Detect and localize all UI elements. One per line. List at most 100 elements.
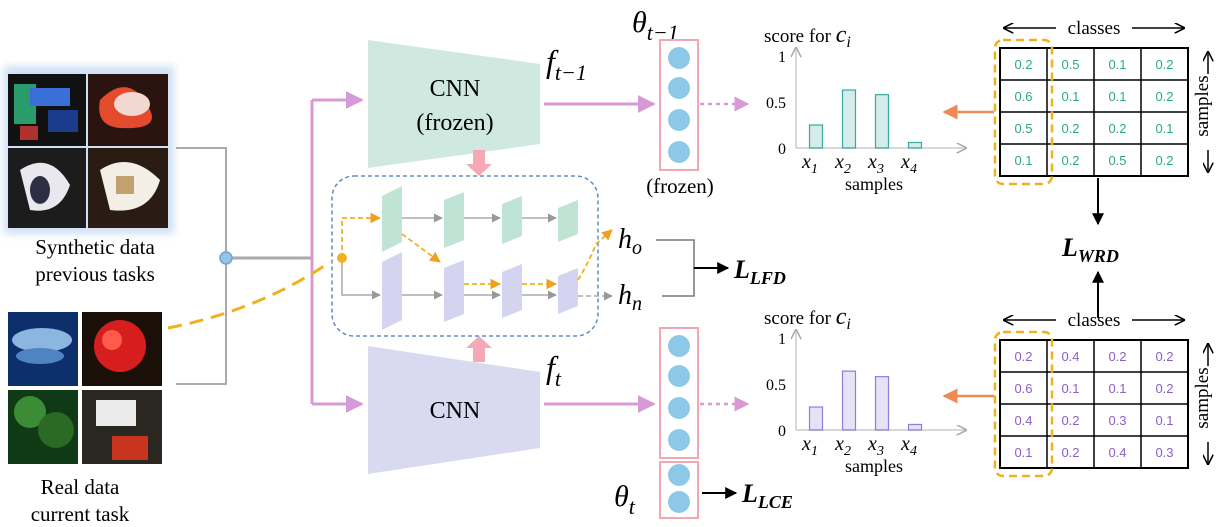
chart-x-tick-label: x4	[900, 151, 917, 177]
chart-x-tick-label: x2	[834, 433, 851, 459]
matrix-cell: 0.2	[1108, 121, 1126, 136]
synthetic-image-3	[8, 148, 86, 228]
chart-y-tick-label: 1	[778, 331, 786, 348]
new-feature-symbol: ft	[546, 349, 562, 391]
chart-title: score for ci	[764, 22, 851, 51]
chart-bar	[874, 376, 890, 431]
chart-title: score for ci	[764, 304, 851, 333]
new-classifier-extra-neurons	[668, 464, 690, 513]
feature-distillation-box	[331, 175, 613, 337]
real-image-2	[82, 312, 162, 386]
matrix-samples-label: samples	[1192, 367, 1213, 428]
matrix-cell: 0.4	[1061, 349, 1079, 364]
chart-x-label: samples	[845, 174, 903, 194]
chart-x-tick-label: x2	[834, 151, 851, 177]
chart-bar	[841, 370, 857, 431]
matrix-cell: 0.2	[1155, 381, 1173, 396]
chart-bar	[808, 124, 824, 149]
matrix-cell: 0.2	[1014, 349, 1032, 364]
matrix-cell: 0.2	[1061, 413, 1079, 428]
matrix-cell: 0.1	[1061, 381, 1079, 396]
matrix-cell: 0.1	[1108, 89, 1126, 104]
matrix-cell: 0.5	[1014, 121, 1032, 136]
matrix-cell: 0.1	[1014, 153, 1032, 168]
matrix-cell: 0.6	[1014, 381, 1032, 396]
chart-bar	[841, 89, 857, 149]
matrix-cell: 0.3	[1108, 413, 1126, 428]
chart-x-tick-label: x3	[867, 433, 884, 459]
old-feature-symbol: ft−1	[546, 43, 587, 85]
old-cnn: CNN (frozen)	[368, 40, 540, 168]
old-classifier-frozen: (frozen)	[646, 174, 714, 198]
matrix-cell: 0.1	[1014, 445, 1032, 460]
matrix-classes-label: classes	[1068, 310, 1121, 331]
synthetic-path	[341, 212, 613, 290]
matrix-cell: 0.1	[1155, 121, 1173, 136]
matrix-highlight-column	[993, 38, 1054, 186]
chart-bar	[874, 94, 890, 149]
chart-y-tick-label: 0.5	[766, 95, 786, 112]
matrix-highlight-column	[993, 330, 1054, 478]
matrix-samples-label: samples	[1192, 75, 1213, 136]
chart-x-label: samples	[845, 456, 903, 476]
new-cnn-label: CNN	[430, 398, 481, 424]
matrix-cell: 0.6	[1014, 89, 1032, 104]
matrix-cell: 0.2	[1061, 445, 1079, 460]
loss-wrd: LWRD	[1061, 233, 1119, 266]
chart-x-tick-label: x1	[801, 433, 818, 459]
loss-lce: LLCE	[741, 479, 793, 512]
matrix-cell: 0.2	[1061, 153, 1079, 168]
matrix-cell: 0.1	[1061, 89, 1079, 104]
matrix-cell: 0.2	[1014, 57, 1032, 72]
synthetic-images	[4, 66, 174, 234]
matrix-cell: 0.4	[1108, 445, 1126, 460]
h-old-symbol: ho	[618, 224, 642, 259]
merge-connectors	[167, 91, 364, 413]
new-classifier-box	[659, 327, 699, 459]
lfd-bracket	[656, 239, 695, 297]
new-classifier-symbol: θt	[614, 480, 636, 519]
synthetic-image-4	[88, 148, 168, 228]
new-classifier-neurons	[668, 335, 690, 451]
new-classifier-extra-box	[659, 461, 699, 519]
matrix-cell: 0.2	[1061, 121, 1079, 136]
new-score-matrix: classes samples 0.2 0.4 0.2 0.2 0.6 0.1 0.1 0.2 0.…	[993, 308, 1217, 478]
real-label-line1: Real data	[41, 475, 120, 499]
old-cnn-label: CNN	[430, 76, 481, 102]
matrix-cell: 0.2	[1155, 89, 1173, 104]
distill-link-arrows	[466, 150, 492, 362]
chart-bar	[808, 406, 824, 431]
matrix-cell: 0.1	[1108, 57, 1126, 72]
synthetic-image-2	[88, 74, 168, 146]
old-classifier-box	[659, 39, 699, 171]
real-images	[8, 312, 162, 464]
chart-x-tick-label: x3	[867, 151, 884, 177]
synthetic-image-1	[8, 74, 86, 146]
new-feature-layers	[341, 252, 578, 330]
matrix-cell: 0.4	[1014, 413, 1032, 428]
matrix-cell: 0.5	[1108, 153, 1126, 168]
matrix-cell: 0.2	[1155, 153, 1173, 168]
matrix-cell: 0.1	[1108, 381, 1126, 396]
chart-bar	[907, 423, 923, 431]
chart-bar	[907, 141, 923, 149]
matrix-cell: 0.2	[1155, 57, 1173, 72]
synthetic-path-node	[337, 253, 347, 263]
old-cnn-frozen-label: (frozen)	[416, 110, 493, 136]
real-image-1	[8, 312, 78, 386]
chart-y-tick-label: 0	[778, 141, 786, 158]
h-new-symbol: hn	[618, 280, 642, 315]
matrix-cell: 0.2	[1108, 349, 1126, 364]
chart-y-tick-label: 1	[778, 49, 786, 66]
old-feature-layers	[382, 186, 578, 252]
matrix-cell: 0.1	[1155, 413, 1173, 428]
chart-x-tick-label: x1	[801, 151, 818, 177]
matrix-cell: 0.5	[1061, 57, 1079, 72]
synthetic-label-line1: Synthetic data	[35, 235, 155, 259]
new-cnn: CNN	[368, 346, 540, 474]
chart-x-tick-label: x4	[900, 433, 917, 459]
real-image-3	[8, 390, 78, 464]
